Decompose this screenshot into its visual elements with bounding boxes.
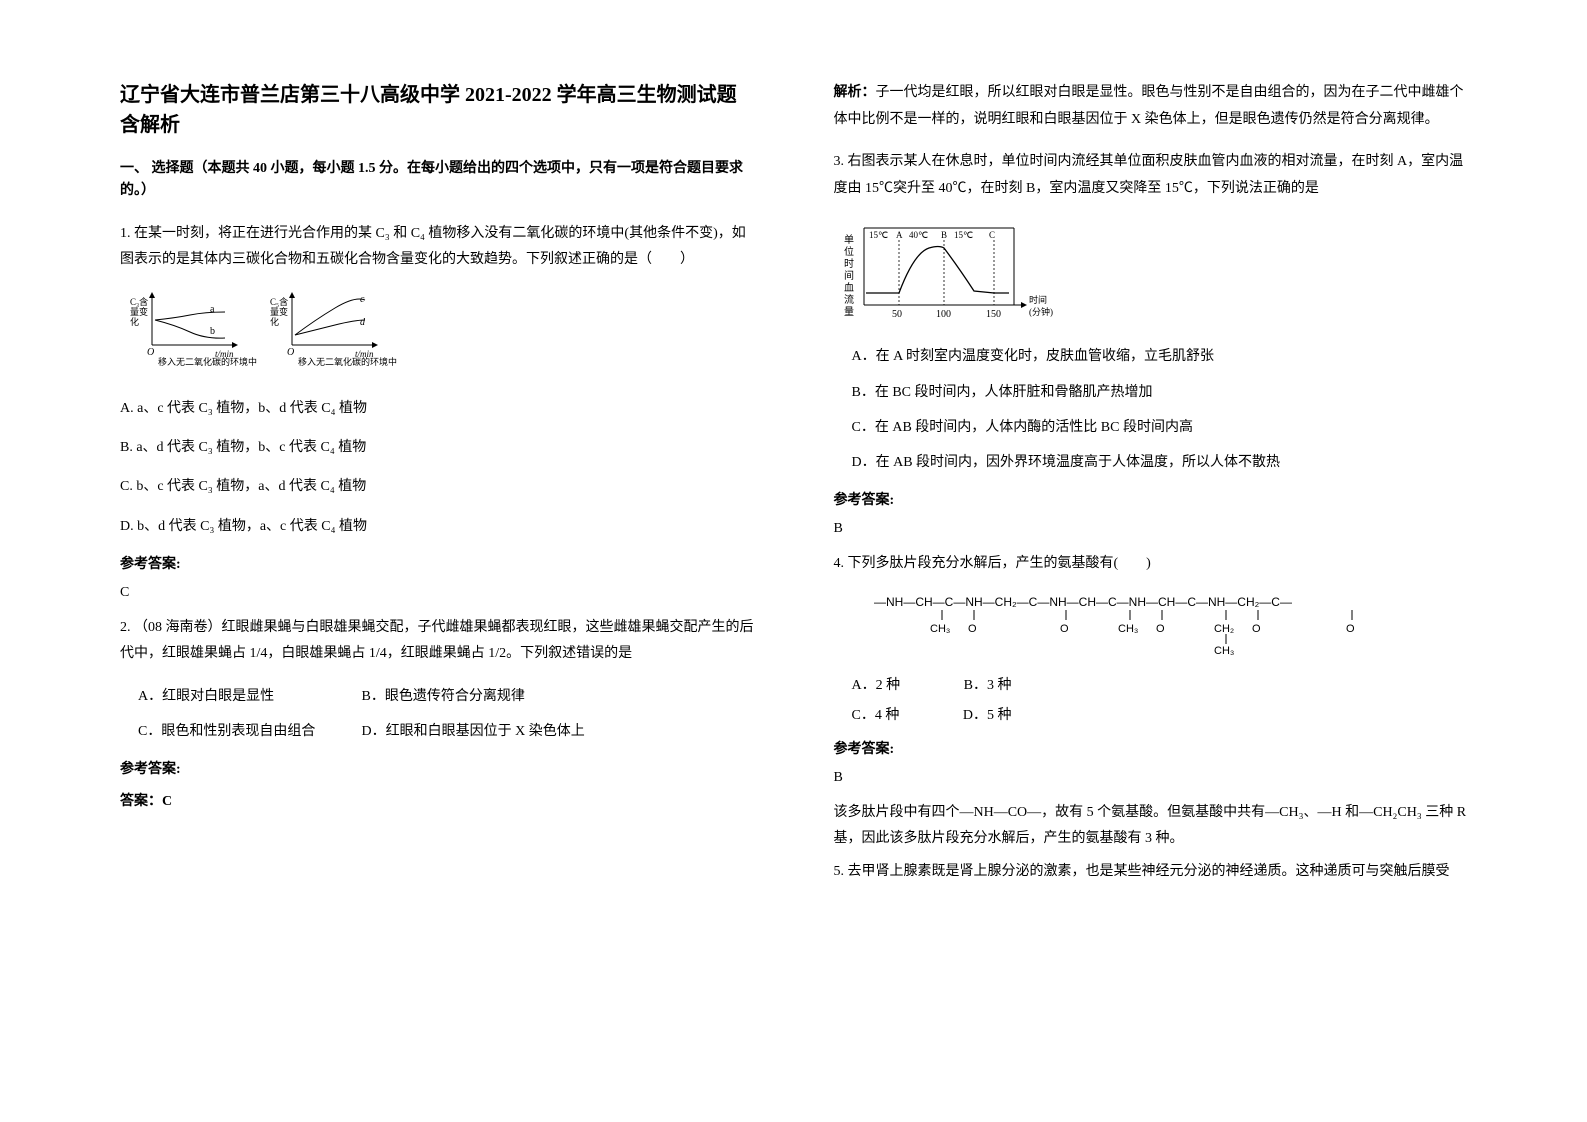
q4-explanation: 该多肽片段中有四个—NH—CO—，故有 5 个氨基酸。但氨基酸中共有—CH₃、—… <box>834 800 1468 853</box>
svg-text:150: 150 <box>986 309 1001 320</box>
q1-answer: C <box>120 585 754 601</box>
q3-option-a: A．在 A 时刻室内温度变化时，皮肤血管收缩，立毛肌舒张 <box>834 344 1468 369</box>
svg-text:位: 位 <box>844 245 854 258</box>
svg-text:(分钟): (分钟) <box>1029 306 1053 317</box>
svg-text:化: 化 <box>270 316 279 327</box>
q1-figure: C₃含 量变 化 O a b t/min 移入无二氧化碳的环境中 C₅含 <box>120 290 754 380</box>
question-4: 4. 下列多肽片段充分水解后，产生的氨基酸有( ) <box>834 551 1468 578</box>
question-2: 2. （08 海南卷）红眼雌果蝇与白眼雄果蝇交配，子代雌雄果蝇都表现红眼，这些雌… <box>120 615 754 668</box>
q1-option-d: D. b、d 代表 C₃ 植物，a、c 代表 C₄ 植物 <box>120 514 754 539</box>
svg-text:单: 单 <box>844 234 854 246</box>
svg-text:CH₃: CH₃ <box>1118 623 1138 635</box>
q4-answer-label: 参考答案: <box>834 738 1468 758</box>
svg-text:O: O <box>968 623 977 635</box>
q2-options-cd: C．眼色和性别表现自由组合 D．红眼和白眼基因位于 X 染色体上 <box>120 719 754 744</box>
q2-text: 2. （08 海南卷）红眼雌果蝇与白眼雄果蝇交配，子代雌雄果蝇都表现红眼，这些雌… <box>120 615 754 668</box>
svg-text:化: 化 <box>130 316 139 327</box>
q3-chart-svg: 单 位 时 间 血 流 量 15℃ A 40℃ B 15℃ C <box>834 218 1064 328</box>
svg-text:CH₃: CH₃ <box>930 623 950 635</box>
q1-option-b: B. a、d 代表 C₃ 植物，b、c 代表 C₄ 植物 <box>120 435 754 460</box>
q3-answer: B <box>834 521 1468 537</box>
svg-text:d: d <box>360 317 366 328</box>
svg-text:b: b <box>210 326 215 337</box>
svg-text:B: B <box>941 230 947 240</box>
document-title: 辽宁省大连市普兰店第三十八高级中学 2021-2022 学年高三生物测试题含解析 <box>120 80 754 140</box>
svg-text:50: 50 <box>892 309 902 320</box>
svg-text:时: 时 <box>844 258 854 270</box>
svg-text:15℃: 15℃ <box>869 230 888 240</box>
svg-text:15℃: 15℃ <box>954 230 973 240</box>
q3-option-c: C．在 AB 段时间内，人体内酶的活性比 BC 段时间内高 <box>834 415 1468 440</box>
svg-text:移入无二氧化碳的环境中: 移入无二氧化碳的环境中 <box>298 356 397 367</box>
q1-chart-svg: C₃含 量变 化 O a b t/min 移入无二氧化碳的环境中 C₅含 <box>120 290 400 380</box>
q1-option-a: A. a、c 代表 C₃ 植物，b、d 代表 C₄ 植物 <box>120 396 754 421</box>
svg-text:O: O <box>287 347 294 358</box>
q5-text: 5. 去甲肾上腺素既是肾上腺分泌的激素，也是某些神经元分泌的神经递质。这种递质可… <box>834 859 1468 886</box>
svg-text:C₅含: C₅含 <box>270 296 288 307</box>
q2-answer: 答案：C <box>120 790 754 810</box>
q3-figure: 单 位 时 间 血 流 量 15℃ A 40℃ B 15℃ C <box>834 218 1468 328</box>
left-column: 辽宁省大连市普兰店第三十八高级中学 2021-2022 学年高三生物测试题含解析… <box>100 80 794 1092</box>
q3-option-d: D．在 AB 段时间内，因外界环境温度高于人体温度，所以人体不散热 <box>834 450 1468 475</box>
svg-text:a: a <box>210 304 215 315</box>
q4-answer: B <box>834 770 1468 786</box>
svg-text:O: O <box>1060 623 1069 635</box>
q4-options-ab: A．2 种 B．3 种 <box>834 674 1468 694</box>
svg-text:O: O <box>1156 623 1165 635</box>
svg-text:O: O <box>1346 623 1355 635</box>
q2-options-ab: A．红眼对白眼是显性 B．眼色遗传符合分离规律 <box>120 684 754 709</box>
q1-text: 1. 在某一时刻，将正在进行光合作用的某 C₃ 和 C₄ 植物移入没有二氧化碳的… <box>120 221 754 274</box>
q3-option-b: B．在 BC 段时间内，人体肝脏和骨骼肌产热增加 <box>834 380 1468 405</box>
svg-text:O: O <box>147 347 154 358</box>
q2-answer-label: 参考答案: <box>120 758 754 778</box>
svg-text:100: 100 <box>936 309 951 320</box>
q3-answer-label: 参考答案: <box>834 489 1468 509</box>
question-5: 5. 去甲肾上腺素既是肾上腺分泌的激素，也是某些神经元分泌的神经递质。这种递质可… <box>834 859 1468 886</box>
svg-text:量变: 量变 <box>130 306 148 317</box>
q3-text: 3. 右图表示某人在休息时，单位时间内流经其单位面积皮肤血管内血液的相对流量，在… <box>834 149 1468 202</box>
svg-text:血: 血 <box>844 281 854 294</box>
svg-text:移入无二氧化碳的环境中: 移入无二氧化碳的环境中 <box>158 356 257 367</box>
svg-text:时间: 时间 <box>1029 294 1047 305</box>
q4-options-cd: C．4 种 D．5 种 <box>834 704 1468 724</box>
svg-text:量变: 量变 <box>270 306 288 317</box>
q1-option-c: C. b、c 代表 C₃ 植物，a、d 代表 C₄ 植物 <box>120 474 754 499</box>
svg-text:流: 流 <box>844 293 854 306</box>
q2-explanation: 解析：子一代均是红眼，所以红眼对白眼是显性。眼色与性别不是自由组合的，因为在子二… <box>834 80 1468 133</box>
svg-text:量: 量 <box>844 306 854 318</box>
section-1-header: 一、 选择题（本题共 40 小题，每小题 1.5 分。在每小题给出的四个选项中，… <box>120 158 754 203</box>
svg-text:C: C <box>989 230 995 240</box>
q4-text: 4. 下列多肽片段充分水解后，产生的氨基酸有( ) <box>834 551 1468 578</box>
svg-text:CH₃: CH₃ <box>1214 645 1234 657</box>
right-column: 解析：子一代均是红眼，所以红眼对白眼是显性。眼色与性别不是自由组合的，因为在子二… <box>794 80 1488 1092</box>
svg-text:CH₂: CH₂ <box>1214 623 1234 635</box>
svg-text:间: 间 <box>844 269 854 282</box>
svg-text:—NH—CH—C—NH—CH₂—C—NH—CH—C—NH—C: —NH—CH—C—NH—CH₂—C—NH—CH—C—NH—CH—C—NH—CH₂… <box>874 595 1292 609</box>
question-1: 1. 在某一时刻，将正在进行光合作用的某 C₃ 和 C₄ 植物移入没有二氧化碳的… <box>120 221 754 274</box>
q1-answer-label: 参考答案: <box>120 553 754 573</box>
q4-peptide-svg: —NH—CH—C—NH—CH₂—C—NH—CH—C—NH—CH—C—NH—CH₂… <box>874 588 1394 658</box>
fig1-ylabel1: C₃含 <box>130 296 148 307</box>
q4-figure: —NH—CH—C—NH—CH₂—C—NH—CH—C—NH—CH—C—NH—CH₂… <box>834 588 1468 658</box>
svg-text:c: c <box>360 294 365 305</box>
svg-text:A: A <box>896 230 903 240</box>
svg-text:40℃: 40℃ <box>909 230 928 240</box>
svg-text:O: O <box>1252 623 1261 635</box>
question-3: 3. 右图表示某人在休息时，单位时间内流经其单位面积皮肤血管内血液的相对流量，在… <box>834 149 1468 202</box>
